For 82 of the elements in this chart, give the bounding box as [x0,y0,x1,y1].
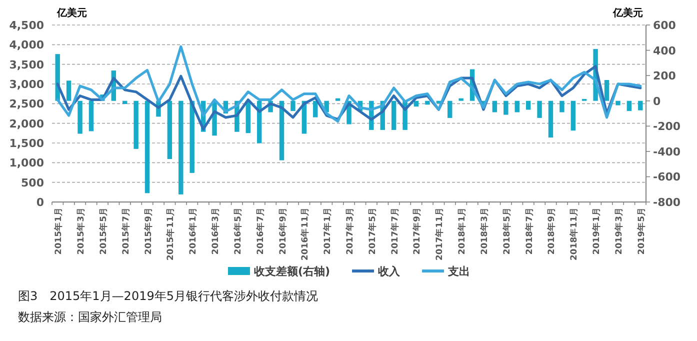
y-tick-label: 2,500 [9,98,44,111]
x-tick-label: 2018年1月 [456,207,468,255]
x-tick-label: 2015年3月 [76,207,87,255]
x-tick-label: 2016年5月 [232,207,244,255]
x-tick-label: 2018年7月 [524,207,535,255]
y-tick-label: 1,500 [9,137,44,150]
bar [448,100,452,118]
bar [548,100,554,138]
legend-label: 收支差额(右轴) [254,265,330,278]
bar [190,100,194,173]
y-tick-label: 3,000 [9,78,44,91]
x-tick-label: 2018年3月 [478,207,490,255]
y-tick-label: 500 [21,176,44,190]
bar [279,100,284,160]
bar [570,100,576,131]
bar [88,100,94,132]
y2-tick-label: 200 [653,70,676,83]
x-tick-label: 2017年7月 [389,207,400,255]
bar [335,98,340,101]
y2-tick-label: -600 [653,170,681,184]
x-tick-label: 2016年1月 [188,207,199,255]
x-tick-label: 2019年3月 [613,207,624,255]
bar [537,100,542,118]
x-tick-label: 2017年3月 [344,207,356,255]
bar [414,100,419,107]
x-tick-label: 2015年7月 [120,207,132,255]
bar [144,100,150,194]
bar [604,80,610,101]
bar [526,100,531,110]
bar [290,100,296,111]
x-tick-label: 2015年9月 [142,207,154,255]
y-axis-title: 亿美元 [56,7,87,19]
bar [504,100,508,115]
y2-tick-label: 400 [653,44,676,58]
x-tick-label: 2018年11月 [568,207,580,260]
bar [134,100,138,149]
y-tick-label: 2,000 [9,117,44,130]
x-tick-label: 2016年7月 [254,207,266,255]
x-tick-label: 2017年9月 [412,207,423,255]
x-tick-label: 2018年9月 [546,207,558,255]
bar [391,100,396,130]
y2-tick-label: 600 [653,19,676,32]
y2-axis-title: 亿美元 [612,7,643,19]
y-tick-label: 4,500 [9,19,44,32]
bar [514,100,520,112]
bar [167,100,172,160]
bar [178,100,184,194]
x-tick-label: 2019年5月 [636,207,647,255]
bar [560,100,564,112]
bar [78,100,82,134]
legend-label: 收入 [378,265,402,278]
bar [458,98,464,101]
y2-tick-label: -200 [653,120,681,134]
y2-tick-label: -800 [653,196,681,209]
x-tick-label: 2015年11月 [165,207,176,260]
y2-tick-label: -400 [653,145,681,158]
x-tick-label: 2015年1月 [53,207,64,255]
bar [313,100,318,118]
bar [616,100,620,106]
source-note: 数据来源：国家外汇管理局 [18,310,162,324]
y2-tick-label: 0 [653,94,661,108]
x-tick-label: 2017年1月 [322,207,334,255]
bar [66,80,72,101]
x-tick-label: 2019年1月 [591,207,602,255]
x-tick-label: 2018年5月 [501,207,512,255]
y-tick-label: 1,000 [9,156,44,170]
x-tick-label: 2015年5月 [98,207,109,255]
x-tick-label: 2016年11月 [300,207,311,260]
bar [626,100,632,111]
text: 图3 2015年1月—2019年5月银行代客涉外收付款情况 [18,289,318,303]
y-tick-label: 4,000 [9,38,44,52]
bar [638,100,643,110]
y-tick-label: 3,500 [9,58,44,72]
x-tick-label: 2016年9月 [277,207,288,255]
bar [122,100,128,104]
bar [425,100,430,105]
x-tick-label: 2016年3月 [210,207,222,255]
bar [492,100,498,112]
x-tick-label: 2017年5月 [366,207,378,255]
legend-label: 支出 [447,265,470,278]
y-tick-label: 0 [36,196,44,209]
x-tick-label: 2017年11月 [434,207,446,260]
